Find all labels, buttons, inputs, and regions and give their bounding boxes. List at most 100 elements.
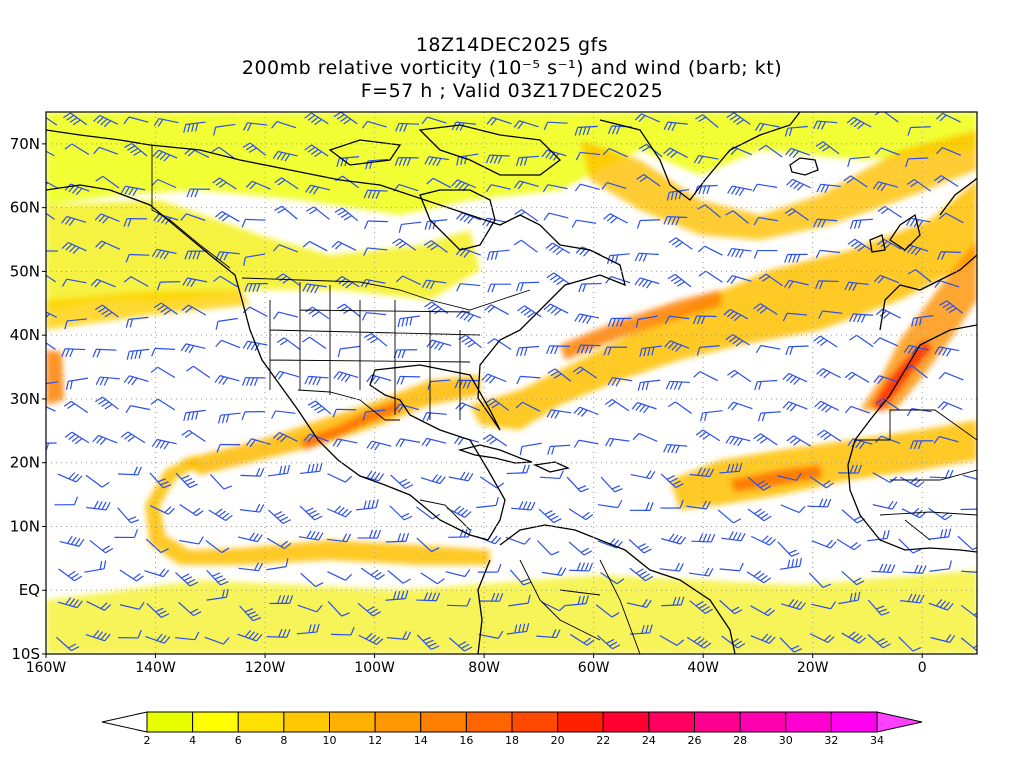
colorbar-swatch — [146, 711, 194, 733]
colorbar-swatch — [465, 711, 513, 733]
wind-barb — [179, 536, 204, 545]
colorbar-label: 24 — [642, 734, 656, 747]
wind-barb — [929, 469, 954, 479]
wind-barb — [484, 304, 509, 315]
wind-barb — [486, 249, 510, 261]
wind-barb — [725, 210, 749, 224]
wind-barb — [933, 435, 959, 444]
wind-barb — [363, 332, 388, 347]
vorticity-shading — [46, 112, 977, 654]
wind-barb — [960, 506, 977, 511]
wind-barb — [780, 598, 806, 611]
wind-barb — [905, 157, 929, 168]
wind-barb — [120, 185, 146, 197]
wind-barb — [180, 213, 206, 221]
wind-barb — [64, 318, 88, 330]
wind-barb — [416, 634, 440, 650]
wind-barb — [298, 530, 324, 541]
wind-barb — [94, 396, 119, 410]
wind-barb — [600, 476, 623, 493]
wind-barb — [816, 183, 841, 194]
wind-barb — [46, 116, 58, 126]
wind-barb — [813, 335, 838, 348]
wind-barb — [333, 112, 358, 125]
wind-barb — [719, 462, 743, 474]
wind-barb — [841, 631, 867, 644]
wind-barb — [873, 274, 899, 284]
wind-barb — [784, 125, 808, 137]
wind-barb — [719, 599, 743, 615]
coast-europe — [869, 213, 977, 331]
wind-barb — [243, 253, 266, 266]
wind-barb — [659, 635, 685, 646]
wind-barb — [296, 623, 320, 635]
wind-barb — [420, 474, 446, 485]
wind-barb — [660, 499, 684, 509]
lat-label: EQ — [19, 581, 40, 599]
wind-barb — [516, 281, 540, 292]
wind-barb — [151, 178, 177, 189]
wind-barb — [333, 371, 359, 383]
wind-barb — [209, 474, 233, 490]
wind-barb — [46, 274, 57, 283]
wind-barb — [747, 476, 772, 491]
colorbar-label: 28 — [733, 734, 747, 747]
wind-barb — [753, 433, 778, 446]
wind-barb — [153, 302, 178, 316]
wind-barb — [426, 177, 452, 189]
wind-barb — [841, 570, 865, 586]
wind-barb — [815, 249, 840, 259]
coast-norway — [939, 177, 977, 216]
wind-barb — [300, 572, 324, 588]
wind-barb — [175, 571, 199, 587]
vorticity-core-cape-verde — [730, 465, 822, 492]
wind-barb — [872, 181, 898, 192]
wind-barb — [424, 156, 449, 167]
title-line-2: 200mb relative vorticity (10⁻⁵ s⁻¹) and … — [241, 57, 783, 79]
wind-barb — [335, 175, 360, 189]
wind-barb — [717, 509, 742, 524]
wind-barb — [362, 409, 386, 421]
wind-barb — [727, 369, 752, 383]
wind-barb — [961, 570, 977, 573]
wind-barb — [64, 431, 90, 445]
vorticity-core-atlantic — [560, 290, 722, 360]
wind-barb — [541, 567, 567, 576]
wind-barb — [843, 175, 868, 188]
lon-label: 60W — [578, 660, 610, 676]
wind-barb — [695, 429, 721, 442]
wind-barb — [385, 532, 410, 543]
wind-barb — [92, 348, 117, 358]
wind-barb — [664, 340, 690, 352]
lon-label: 100W — [354, 660, 395, 676]
wind-barb — [266, 628, 291, 638]
colorbar-label: 30 — [779, 734, 793, 747]
wind-barb — [661, 533, 687, 545]
wind-barb — [818, 310, 843, 319]
wind-barb — [361, 312, 387, 321]
wind-barb — [120, 431, 146, 444]
wind-barb — [206, 569, 229, 586]
wind-barb — [487, 338, 512, 350]
wind-barb — [515, 401, 541, 412]
colorbar-label: 10 — [323, 734, 337, 747]
wind-barb — [123, 276, 149, 287]
wind-barb — [569, 562, 594, 572]
wind-barb — [212, 177, 237, 190]
wind-barb — [785, 345, 809, 356]
wind-barb — [183, 121, 206, 133]
wind-barb — [61, 278, 87, 287]
longitude-labels: 160W 140W 120W 100W 80W 60W 40W 20W 0 — [26, 660, 927, 676]
wind-barb — [386, 631, 412, 641]
wind-barb — [266, 537, 292, 550]
wind-barb — [877, 205, 902, 218]
wind-barb — [59, 536, 85, 547]
wind-barb — [272, 244, 298, 253]
wind-barb — [938, 212, 964, 224]
colorbar-label: 8 — [280, 734, 287, 747]
wind-barb — [664, 315, 690, 325]
vorticity-band-equatorial — [46, 570, 977, 654]
wind-barb — [547, 368, 572, 382]
wind-barb — [46, 150, 55, 157]
